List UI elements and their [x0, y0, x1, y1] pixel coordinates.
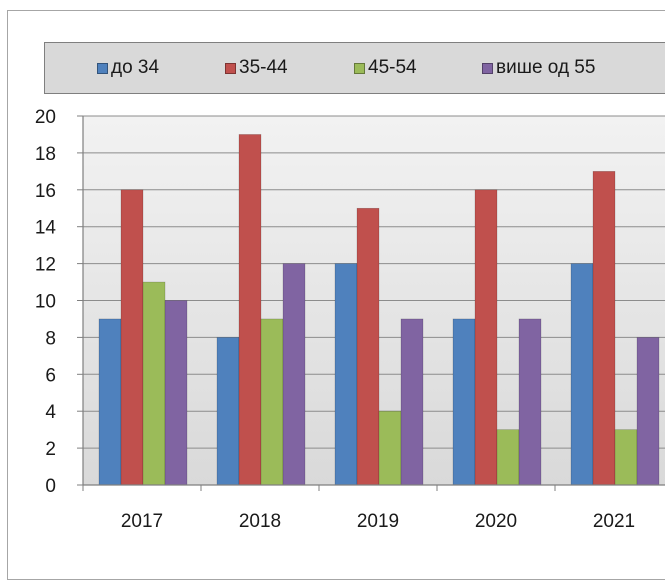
bar-2019-series-0	[334, 263, 358, 486]
y-tick-label: 20	[35, 107, 56, 128]
legend-swatch-35-44	[225, 62, 236, 74]
legend-entry-45-54: 45-54	[354, 56, 417, 80]
bar-2018-series-0	[216, 337, 240, 486]
legend-entry-over-55: више од 55	[482, 56, 595, 80]
legend-swatch-45-54	[354, 62, 365, 74]
y-tick-label: 0	[45, 476, 56, 497]
x-tick-label: 2018	[239, 511, 281, 532]
bar-2019-series-1	[356, 207, 380, 486]
bar-2018-series-1	[238, 134, 262, 486]
y-tick-label: 8	[45, 328, 56, 349]
x-tick-label: 2021	[593, 511, 635, 532]
bar-2020-series-0	[452, 318, 476, 486]
bar-2017-series-2	[142, 281, 166, 486]
y-tick-labels: 0 2 4 6 8 10 12 14 16 18 20	[35, 107, 83, 497]
legend-entry-35-44: 35-44	[225, 56, 288, 80]
bar-2021-series-3	[636, 337, 660, 486]
legend-swatch-under-34	[97, 62, 108, 74]
bar-2019-series-3	[400, 318, 424, 486]
bar-2021-series-0	[570, 263, 594, 486]
legend-label-45-54: 45-54	[368, 57, 417, 78]
y-tick-label: 2	[45, 439, 56, 460]
bar-2021-series-1	[592, 171, 616, 486]
bar-2018-series-3	[282, 263, 306, 486]
x-tick-labels: 2017 2018 2019 2020 2021	[121, 511, 635, 532]
bar-2018-series-2	[260, 318, 284, 486]
y-tick-label: 14	[35, 218, 57, 239]
legend-entry-under-34: до 34	[97, 56, 159, 80]
y-tick-label: 12	[35, 255, 56, 276]
y-tick-label: 4	[45, 402, 56, 423]
legend-label-under-34: до 34	[111, 57, 160, 78]
x-tick-label: 2017	[121, 511, 163, 532]
legend-label-35-44: 35-44	[239, 57, 288, 78]
bars	[98, 134, 660, 486]
legend-swatch-over-55	[482, 62, 493, 74]
y-tick-label: 16	[35, 181, 56, 202]
bar-2020-series-2	[496, 429, 520, 486]
bar-2017-series-0	[98, 318, 122, 486]
legend-label-over-55: више од 55	[496, 57, 596, 78]
bar-2017-series-1	[120, 189, 144, 486]
bar-2021-series-2	[614, 429, 638, 486]
y-tick-label: 10	[35, 292, 56, 313]
bar-2020-series-3	[518, 318, 542, 486]
bar-2020-series-1	[474, 189, 498, 486]
x-tick-label: 2019	[357, 511, 399, 532]
x-tick-label: 2020	[475, 511, 517, 532]
legend: до 34 35-44 45-54 више од 55	[44, 42, 665, 94]
y-tick-label: 18	[35, 144, 56, 165]
bar-2017-series-3	[164, 300, 188, 486]
bar-2019-series-2	[378, 410, 402, 486]
y-tick-label: 6	[45, 365, 56, 386]
